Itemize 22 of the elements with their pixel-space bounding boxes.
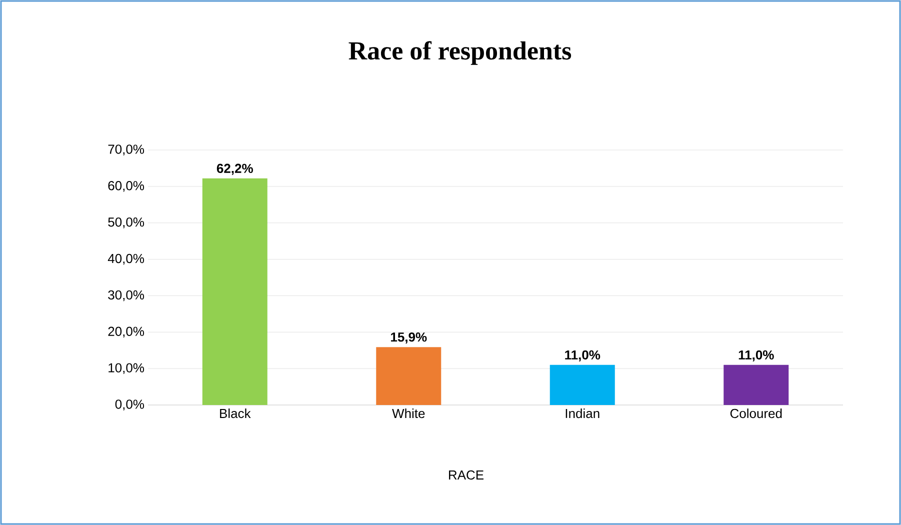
x-tick-label: Black bbox=[220, 408, 251, 418]
bar bbox=[202, 178, 268, 405]
y-tick-label: 50,0% bbox=[108, 217, 144, 228]
data-label: 15,9% bbox=[391, 332, 427, 344]
data-label: 11,0% bbox=[565, 350, 600, 362]
x-tick-label: Indian bbox=[566, 408, 600, 418]
y-tick-label: 40,0% bbox=[108, 254, 144, 265]
bar bbox=[724, 364, 789, 405]
x-tick-label: Coloured bbox=[730, 408, 782, 418]
y-tick-label: 10,0% bbox=[108, 363, 144, 374]
y-tick-label: 20,0% bbox=[108, 326, 144, 338]
y-tick-label: 70,0% bbox=[108, 144, 144, 156]
x-axis-title: RACE bbox=[449, 470, 484, 480]
y-tick-label: 30,0% bbox=[108, 290, 144, 302]
bar bbox=[376, 347, 442, 405]
chart-title: Race of respondents bbox=[348, 41, 572, 65]
y-tick-label: 0,0% bbox=[115, 400, 144, 410]
x-tick-label: White bbox=[392, 408, 425, 418]
data-label: 62,2% bbox=[216, 164, 253, 175]
y-tick-label: 60,0% bbox=[108, 181, 144, 192]
bar bbox=[550, 364, 615, 405]
data-label: 11,0% bbox=[738, 350, 774, 362]
